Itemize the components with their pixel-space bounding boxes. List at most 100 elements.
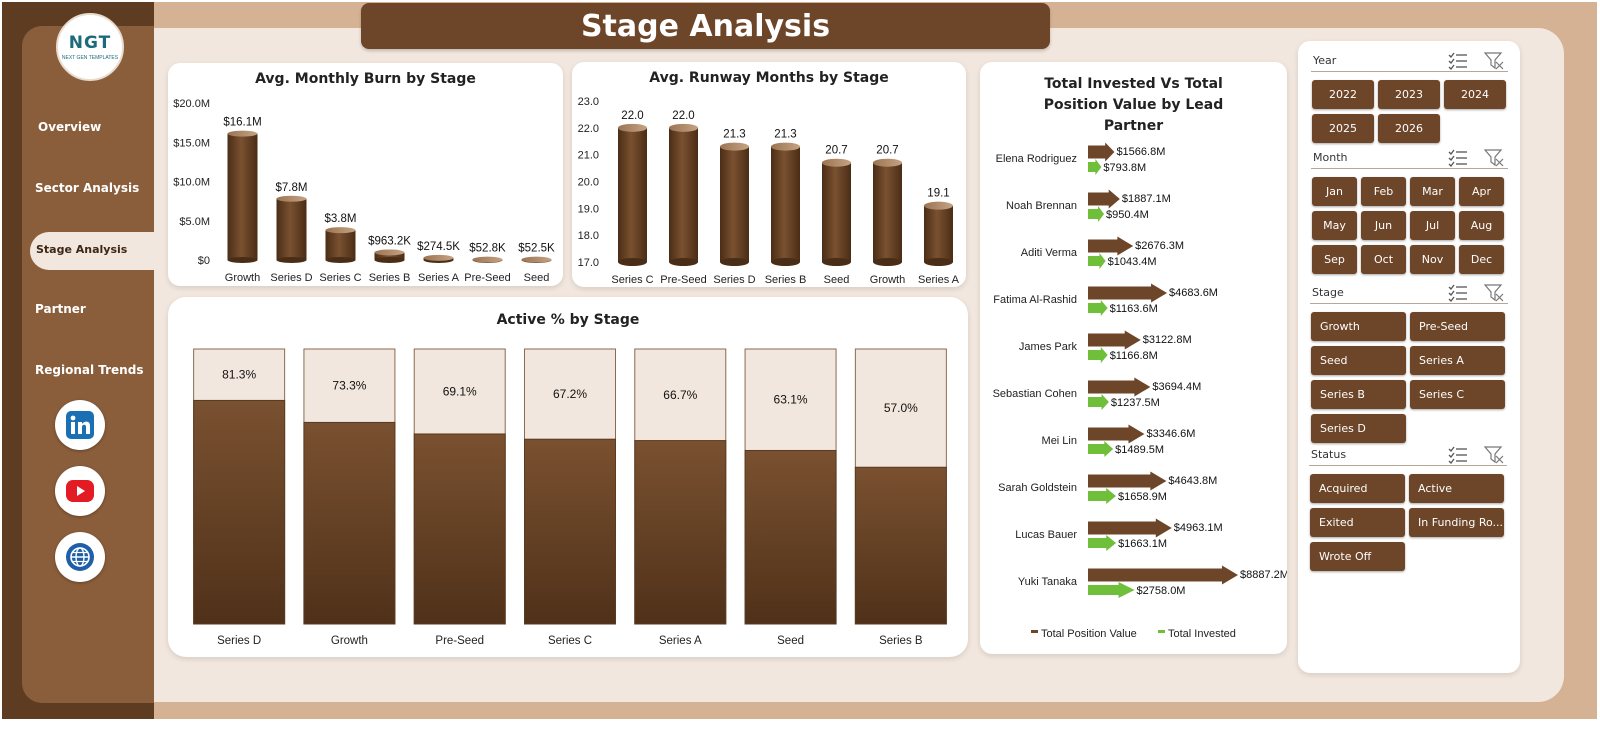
clear-filter-icon[interactable] xyxy=(1483,52,1504,70)
slicer-option-status[interactable]: Active xyxy=(1409,474,1504,503)
data-label: 20.7 xyxy=(876,145,898,157)
multi-select-icon[interactable] xyxy=(1448,149,1468,167)
position-value-label: $3122.8M xyxy=(1143,334,1192,346)
bar-base xyxy=(771,258,800,266)
slicer-option-stage[interactable]: Growth xyxy=(1311,312,1406,341)
slicer-option-month[interactable]: Jan xyxy=(1312,177,1357,206)
slicer-option-month[interactable]: Aug xyxy=(1459,211,1504,240)
category-label: Seed xyxy=(824,274,850,286)
nav-item-regional-trends[interactable]: Regional Trends xyxy=(35,363,144,377)
bar-cap xyxy=(720,142,749,151)
clear-filter-icon[interactable] xyxy=(1483,149,1504,167)
globe-icon xyxy=(66,543,94,571)
nav-item-overview[interactable]: Overview xyxy=(38,120,102,134)
position-value-bar xyxy=(1088,424,1145,444)
website-button[interactable] xyxy=(55,532,105,582)
nav-item-sector-analysis[interactable]: Sector Analysis xyxy=(35,181,140,195)
bar xyxy=(720,146,749,262)
slicer-option-stage[interactable]: Series C xyxy=(1410,380,1505,409)
linkedin-icon xyxy=(66,411,94,439)
position-value-bar xyxy=(1088,330,1141,350)
slicer-option-month[interactable]: Nov xyxy=(1410,245,1455,274)
position-value-label: $2676.3M xyxy=(1135,240,1184,252)
slicer-option-stage[interactable]: Series A xyxy=(1410,346,1505,375)
bar xyxy=(374,252,405,260)
category-label: Series A xyxy=(659,635,702,647)
slicer-divider xyxy=(1311,168,1508,169)
active-chart: 81.3% Series D 73.3% Growth 69.1% Pre-Seed 67.… xyxy=(193,348,947,647)
slicer-option-month[interactable]: Apr xyxy=(1459,177,1504,206)
category-label: Growth xyxy=(870,274,905,286)
clear-filter-icon[interactable] xyxy=(1483,446,1504,464)
legend-swatch-invested xyxy=(1158,630,1165,633)
slicer-option-month[interactable]: Mar xyxy=(1410,177,1455,206)
partner-chart-title: Total Invested Vs Total Position Value b… xyxy=(1043,76,1224,134)
bar-base xyxy=(669,258,698,266)
partner-name-label: Lucas Bauer xyxy=(1015,529,1077,541)
y-tick-label: 19.0 xyxy=(578,203,599,215)
category-label: Growth xyxy=(225,272,260,284)
bar xyxy=(227,133,258,260)
slicer-option-year[interactable]: 2026 xyxy=(1378,114,1440,143)
slicer-option-stage[interactable]: Series D xyxy=(1311,414,1406,443)
bar-cap xyxy=(873,158,902,167)
slicer-option-year[interactable]: 2023 xyxy=(1378,80,1440,109)
data-label: $52.8K xyxy=(469,243,506,255)
bar-cap xyxy=(472,256,503,263)
y-tick-label: 21.0 xyxy=(578,150,599,162)
category-label: Growth xyxy=(331,635,368,647)
category-label: Series B xyxy=(369,272,411,284)
bar-cap xyxy=(276,195,307,202)
position-value-bar xyxy=(1088,236,1134,256)
partner-name-label: Aditi Verma xyxy=(1021,247,1078,259)
slicer-option-month[interactable]: Jun xyxy=(1361,211,1406,240)
multi-select-icon[interactable] xyxy=(1448,52,1468,70)
bar xyxy=(634,440,727,625)
slicer-option-status[interactable]: Wrote Off xyxy=(1310,542,1405,571)
nav-item-partner[interactable]: Partner xyxy=(35,302,86,316)
clear-filter-icon[interactable] xyxy=(1483,284,1504,302)
multi-select-icon[interactable] xyxy=(1448,446,1468,464)
invested-label: $1163.6M xyxy=(1110,303,1158,315)
nav-item-stage-analysis[interactable]: Stage Analysis xyxy=(30,232,154,270)
data-label: $963.2K xyxy=(368,235,411,247)
slicer-option-month[interactable]: Sep xyxy=(1312,245,1357,274)
bar-base xyxy=(924,258,953,266)
bar xyxy=(924,205,953,262)
data-label: 67.2% xyxy=(553,387,587,401)
youtube-button[interactable] xyxy=(55,466,105,516)
linkedin-button[interactable] xyxy=(55,400,105,450)
bar-cap xyxy=(618,123,647,132)
bar xyxy=(303,421,396,625)
data-label: 21.3 xyxy=(723,129,745,141)
slicer-option-stage[interactable]: Pre-Seed xyxy=(1410,312,1505,341)
slicer-option-year[interactable]: 2025 xyxy=(1312,114,1374,143)
data-label: 69.1% xyxy=(443,384,477,398)
slicer-option-month[interactable]: Jul xyxy=(1410,211,1455,240)
slicer-option-year[interactable]: 2022 xyxy=(1312,80,1374,109)
slicer-header-year: Year xyxy=(1313,54,1337,67)
page-title: Stage Analysis xyxy=(580,8,831,44)
slicer-header-month: Month xyxy=(1313,151,1348,164)
partner-name-label: Sarah Goldstein xyxy=(998,482,1077,494)
slicer-option-month[interactable]: Feb xyxy=(1361,177,1406,206)
bar xyxy=(771,146,800,262)
slicer-option-year[interactable]: 2024 xyxy=(1444,80,1506,109)
y-tick-label: $10.0M xyxy=(173,177,210,189)
multi-select-icon[interactable] xyxy=(1448,284,1468,302)
slicer-option-month[interactable]: May xyxy=(1312,211,1357,240)
slicer-header-stage: Stage xyxy=(1312,286,1344,299)
slicer-option-status[interactable]: In Funding Ro... xyxy=(1409,508,1504,537)
slicer-option-month[interactable]: Oct xyxy=(1361,245,1406,274)
slicer-option-status[interactable]: Exited xyxy=(1310,508,1405,537)
bar-base xyxy=(276,257,307,263)
bar xyxy=(193,399,286,625)
position-value-bar xyxy=(1088,283,1168,303)
bar xyxy=(822,162,851,262)
slicer-option-status[interactable]: Acquired xyxy=(1310,474,1405,503)
slicer-option-stage[interactable]: Seed xyxy=(1311,346,1406,375)
slicer-option-month[interactable]: Dec xyxy=(1459,245,1504,274)
position-value-label: $3694.4M xyxy=(1152,381,1201,393)
slicer-option-stage[interactable]: Series B xyxy=(1311,380,1406,409)
